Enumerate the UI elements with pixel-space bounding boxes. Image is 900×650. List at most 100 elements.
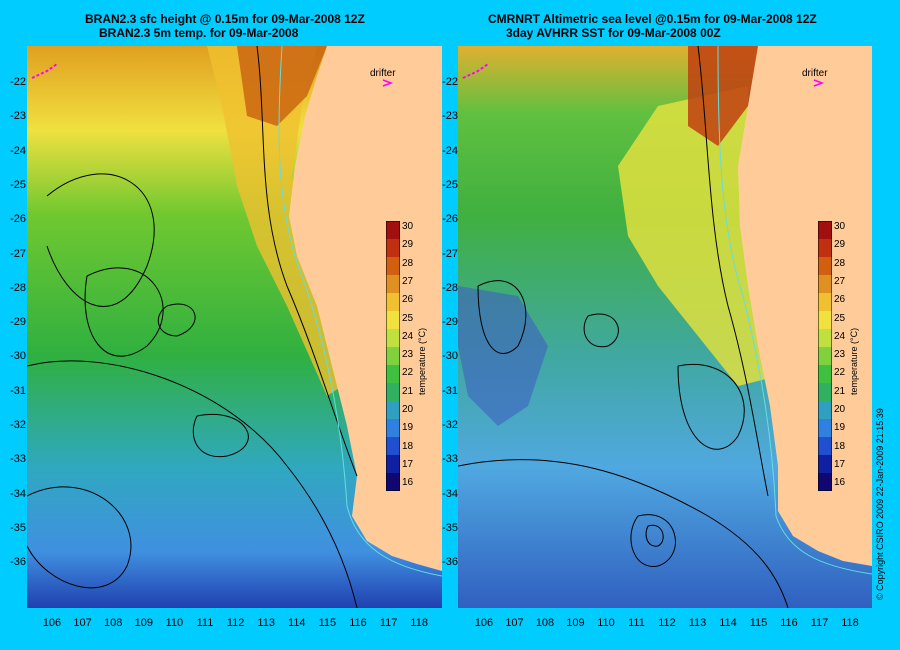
right-colorbar	[818, 221, 832, 491]
lon-label: 107	[505, 617, 524, 629]
colorbar-tick: 18	[834, 440, 846, 452]
left-contour-6	[192, 413, 249, 458]
left-title-line2: BRAN2.3 5m temp. for 09-Mar-2008	[99, 26, 299, 40]
lat-label: -22	[442, 76, 458, 88]
right-contour-1	[477, 280, 527, 354]
colorbar-tick: 16	[834, 477, 846, 489]
lat-label: -36	[442, 556, 458, 569]
colorbar-tick: 28	[402, 257, 414, 269]
colorbar-tick: 27	[402, 275, 414, 287]
lat-label: -25	[10, 178, 26, 191]
left-contour-2	[84, 267, 164, 357]
lat-label: -22	[10, 76, 26, 88]
lat-label: -24	[442, 144, 458, 157]
lat-label: -31	[10, 384, 26, 397]
left-contour-5	[27, 486, 132, 589]
colorbar-tick: 19	[402, 422, 414, 434]
lat-label: -31	[442, 384, 458, 397]
left-land	[289, 46, 442, 571]
colorbar-tick: 26	[402, 294, 414, 306]
right-contour-5	[677, 364, 745, 450]
lat-label: -23	[10, 110, 26, 123]
lon-label: 115	[749, 617, 768, 629]
colorbar-tick: 17	[402, 458, 414, 470]
left-isobath	[278, 46, 442, 577]
colorbar-tick: 24	[834, 330, 846, 342]
lat-label: -23	[442, 110, 458, 123]
colorbar-tick: 20	[402, 404, 414, 415]
lat-label: -29	[442, 316, 458, 329]
colorbar-tick: 20	[834, 404, 846, 415]
left-contour-4	[27, 360, 358, 608]
right-title-line2: 3day AVHRR SST for 09-Mar-2008 00Z	[506, 26, 721, 40]
right-isobath	[717, 46, 872, 575]
lon-label: 111	[628, 617, 645, 629]
lat-label: -33	[442, 453, 458, 466]
lat-label: -26	[10, 213, 26, 226]
lat-label: -33	[10, 453, 26, 466]
left-map	[27, 46, 442, 608]
lat-label: -30	[10, 350, 26, 363]
lon-label: 106	[42, 617, 62, 629]
copyright-text: © Copyright CSIRO 2009 22-Jan-2009 21:15…	[875, 408, 885, 600]
left-contour-3	[157, 303, 196, 337]
right-map	[458, 46, 872, 608]
colorbar-tick: 26	[834, 294, 846, 306]
lat-label: -25	[442, 178, 458, 191]
colorbar-tick: 21	[834, 385, 846, 397]
colorbar-tick: 19	[834, 422, 846, 434]
colorbar-tick: 29	[834, 239, 846, 251]
right-contour-2	[583, 313, 619, 348]
colorbar-tick: 16	[402, 477, 414, 489]
lon-label: 108	[104, 617, 123, 629]
lat-label: -27	[10, 247, 26, 260]
left-colorbar	[386, 221, 400, 491]
right-contour-6	[458, 459, 789, 608]
colorbar-tick: 30	[834, 221, 846, 232]
colorbar-tick: 23	[402, 349, 414, 361]
colorbar-tick: 21	[402, 385, 414, 397]
lon-label: 106	[474, 617, 494, 629]
left-drifter-marker	[382, 79, 394, 87]
lat-label: -35	[10, 521, 26, 534]
right-contour-7	[697, 46, 769, 497]
lat-label: -28	[10, 281, 26, 294]
colorbar-tick: 24	[402, 330, 414, 342]
lat-label: -24	[10, 144, 26, 157]
lon-label: 118	[841, 617, 859, 629]
right-drifter-track	[462, 63, 489, 79]
lon-label: 109	[134, 617, 153, 629]
colorbar-tick: 22	[834, 367, 846, 379]
lat-label: -32	[442, 419, 458, 431]
colorbar-tick: 25	[402, 312, 414, 324]
right-hot-north	[688, 46, 768, 146]
left-drifter-label: drifter	[370, 68, 396, 79]
lat-label: -32	[10, 419, 26, 431]
lat-label: -26	[442, 213, 458, 226]
left-colorbar-title: temperature (°C)	[417, 327, 427, 395]
lon-label: 111	[196, 617, 214, 629]
lon-label: 117	[810, 617, 829, 629]
right-contour-4	[645, 524, 664, 547]
colorbar-tick: 28	[834, 257, 846, 269]
lon-label: 114	[288, 617, 306, 629]
right-land	[738, 46, 872, 566]
lat-label: -36	[10, 556, 26, 569]
lon-label: 108	[535, 617, 555, 629]
colorbar-tick: 29	[402, 239, 414, 251]
lat-label: -29	[10, 316, 26, 329]
lon-label: 107	[73, 617, 92, 629]
right-drifter-marker	[813, 79, 825, 87]
left-title-line1: BRAN2.3 sfc height @ 0.15m for 09-Mar-20…	[85, 12, 365, 26]
lon-label: 109	[566, 617, 585, 629]
right-yellow-band	[618, 86, 778, 386]
lon-label: 110	[597, 617, 615, 629]
lon-label: 116	[780, 617, 798, 629]
lon-label: 117	[379, 617, 398, 629]
colorbar-tick: 27	[834, 275, 846, 287]
lon-label: 114	[719, 617, 737, 629]
lat-label: -28	[442, 281, 458, 294]
right-colorbar-title: temperature (°C)	[849, 327, 859, 395]
lat-label: -34	[442, 487, 458, 500]
lon-label: 112	[226, 617, 245, 629]
